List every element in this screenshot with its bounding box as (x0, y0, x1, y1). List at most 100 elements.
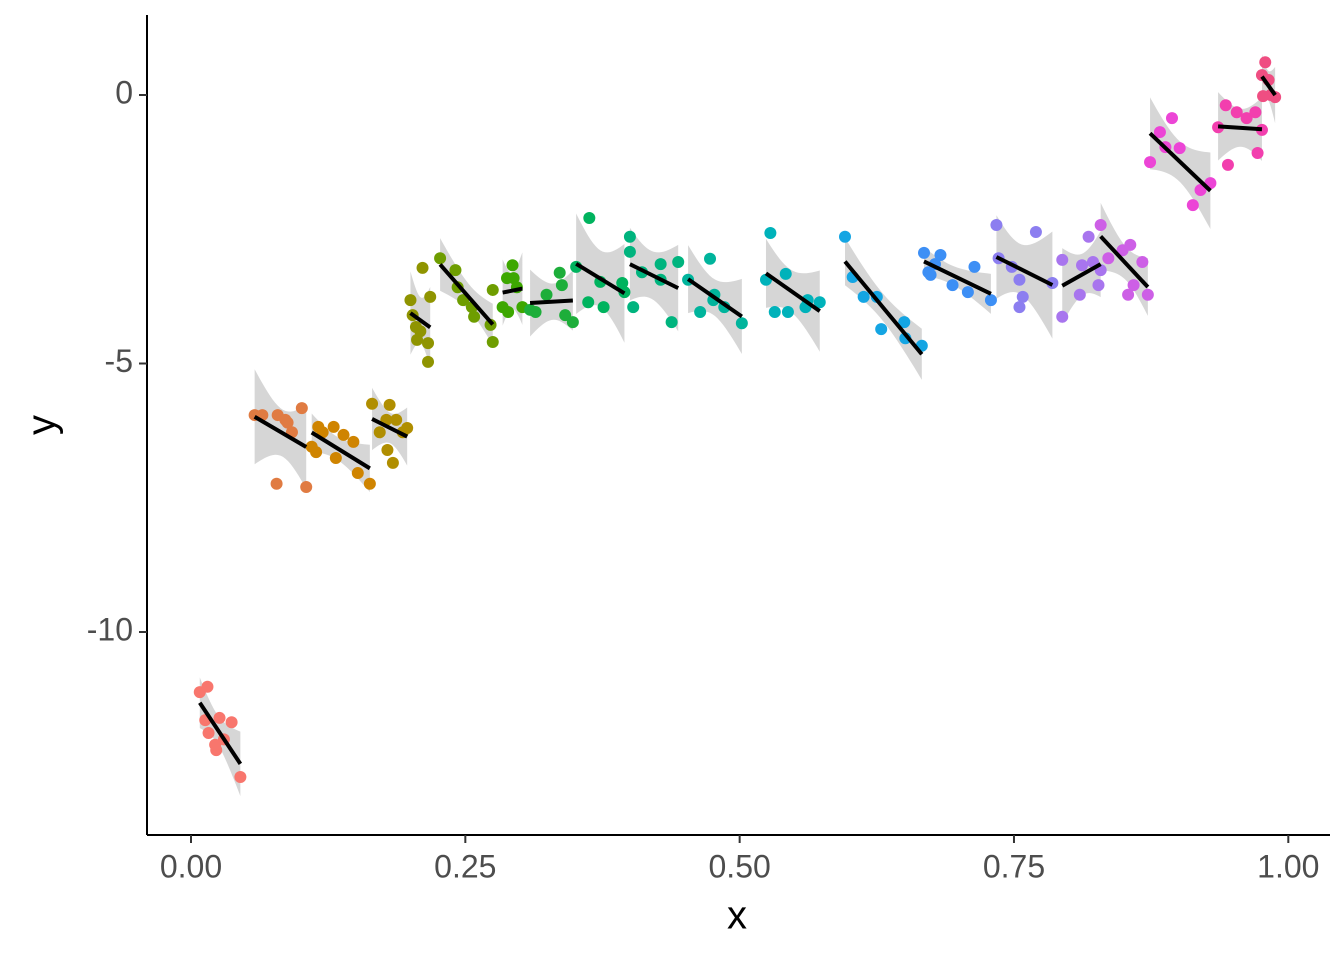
point (875, 323, 888, 336)
fit-line (502, 286, 523, 295)
point (1249, 106, 1262, 119)
point (1173, 142, 1186, 155)
y-tick-label: 0 (115, 74, 133, 110)
point (201, 680, 214, 693)
point (857, 290, 870, 303)
point (597, 301, 610, 314)
x-tick-label: 0.75 (983, 848, 1045, 884)
point (559, 309, 572, 322)
fit-line (1148, 131, 1212, 193)
confidence-band (1062, 231, 1101, 324)
point (366, 397, 379, 410)
point (404, 294, 417, 307)
point (209, 738, 222, 751)
point (281, 416, 294, 429)
point (270, 477, 283, 490)
x-tick-label: 0.25 (434, 848, 496, 884)
confidence-band (923, 247, 991, 314)
point (1016, 290, 1029, 303)
point (1076, 259, 1089, 272)
point (486, 336, 499, 349)
fit-lines (198, 75, 1277, 765)
point (310, 446, 323, 459)
point (1240, 112, 1253, 125)
point (502, 305, 515, 318)
point (337, 428, 350, 441)
point (213, 711, 226, 724)
fit-line (529, 298, 573, 306)
point (984, 294, 997, 307)
point (329, 452, 342, 465)
point (1013, 301, 1026, 314)
point (694, 305, 707, 318)
point (917, 246, 930, 259)
point (416, 261, 429, 274)
fit-line (1217, 124, 1263, 132)
point (654, 258, 667, 271)
point (300, 481, 313, 494)
point (422, 355, 435, 368)
point (768, 305, 781, 318)
point (1082, 230, 1095, 243)
fit-line (575, 262, 626, 296)
y-axis-title: y (20, 415, 64, 435)
point (1102, 252, 1115, 265)
point (961, 286, 974, 299)
point (434, 252, 447, 265)
fit-line (198, 701, 243, 765)
point (968, 260, 981, 273)
point (486, 283, 499, 296)
fit-line (1099, 235, 1150, 289)
point (553, 266, 566, 279)
axes: 0.00 0.25 0.50 0.75 1.00 -10 -5 0 (87, 15, 1330, 884)
point (934, 249, 947, 262)
point (234, 771, 247, 784)
point (347, 435, 360, 448)
point (616, 276, 629, 289)
fit-line (438, 263, 495, 326)
point (735, 317, 748, 330)
point (1230, 106, 1243, 119)
point (1257, 90, 1270, 103)
point (1122, 288, 1135, 301)
point (1144, 156, 1157, 169)
fit-line (629, 262, 680, 290)
point (422, 337, 435, 350)
point (627, 301, 640, 314)
point (424, 290, 437, 303)
point (946, 279, 959, 292)
point (1092, 279, 1105, 292)
x-tick-label: 1.00 (1257, 848, 1319, 884)
fit-line (253, 415, 308, 449)
fit-line (1061, 262, 1102, 288)
point (813, 296, 826, 309)
fit-line (686, 277, 743, 319)
x-tick-label: 0.00 (160, 848, 222, 884)
point (1219, 99, 1232, 112)
point (1094, 218, 1107, 231)
point (623, 230, 636, 243)
point (327, 420, 340, 433)
point (665, 316, 678, 329)
point (583, 211, 596, 224)
point (566, 316, 579, 329)
point (351, 467, 364, 480)
point (1029, 225, 1042, 238)
point (449, 264, 462, 277)
point (672, 256, 685, 269)
point (506, 259, 519, 272)
point (1013, 273, 1026, 286)
point (1056, 253, 1069, 266)
point (1073, 288, 1086, 301)
point (390, 413, 403, 426)
points (193, 56, 1282, 784)
fit-line (409, 311, 432, 329)
point (623, 245, 636, 258)
point (1255, 123, 1268, 136)
x-tick-label: 0.50 (709, 848, 771, 884)
point (401, 421, 414, 434)
point (764, 227, 777, 240)
point (779, 267, 792, 280)
point (555, 279, 568, 292)
point (1251, 147, 1264, 160)
